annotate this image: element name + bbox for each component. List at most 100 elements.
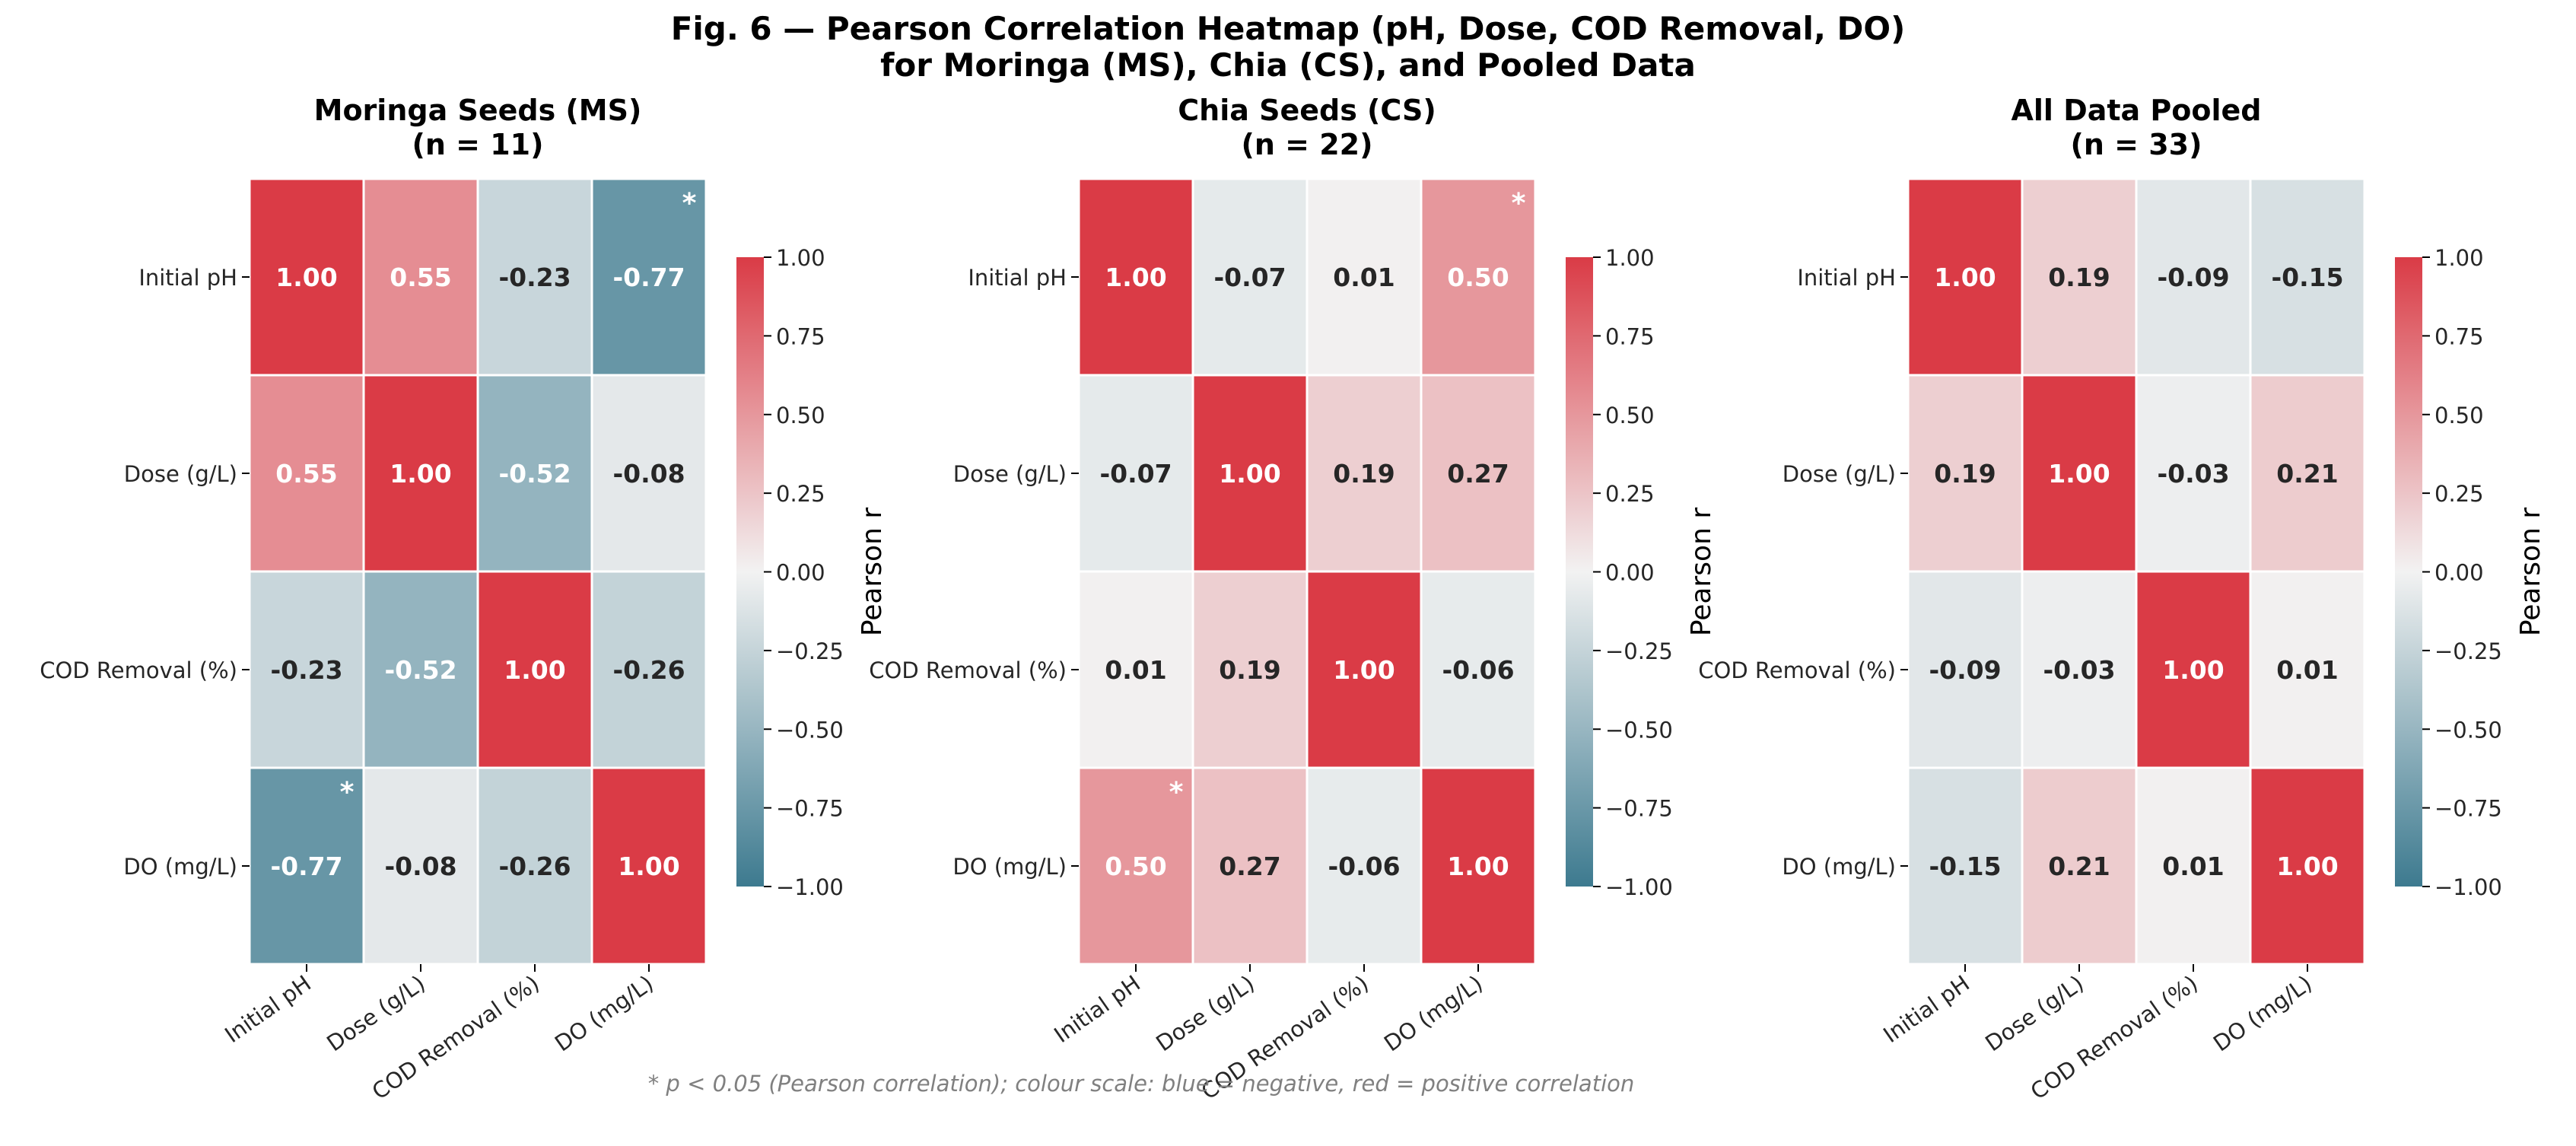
- colorbar-tick-label: 0.75: [1605, 323, 1655, 349]
- y-tick-label: DO (mg/L): [952, 854, 1067, 880]
- colorbar-tick-label: 0.50: [1605, 403, 1655, 428]
- colorbar-tick-label: −0.50: [2434, 717, 2502, 743]
- significance-marker: *: [682, 188, 697, 219]
- cell-value-label: -0.77: [270, 852, 342, 881]
- y-tick-label: Initial pH: [968, 265, 1067, 291]
- heatmap-cell: [1077, 177, 1194, 377]
- y-tick-label: DO (mg/L): [123, 854, 237, 880]
- colorbar-tick-label: −1.00: [2434, 874, 2502, 900]
- cell-value-label: 1.00: [1934, 263, 1996, 292]
- panel-title: Moringa Seeds (MS): [314, 94, 642, 127]
- heatmap-cell: [362, 374, 479, 573]
- cell-value-label: 0.50: [1447, 263, 1509, 292]
- cell-value-label: 0.01: [1333, 263, 1395, 292]
- heatmap-cell: [590, 766, 708, 966]
- cell-value-label: 0.01: [1105, 655, 1166, 685]
- colorbar-tick-label: 0.25: [1605, 481, 1655, 507]
- x-tick-label: Initial pH: [1049, 970, 1145, 1048]
- cell-value-label: -0.08: [612, 459, 685, 489]
- heatmap-cell: [1077, 570, 1194, 769]
- heatmap-cell: [2021, 766, 2138, 966]
- cell-value-label: 1.00: [1333, 655, 1395, 685]
- heatmap-cell: [2135, 766, 2252, 966]
- cell-value-label: 1.00: [504, 655, 565, 685]
- cell-value-label: 0.19: [1934, 459, 1996, 489]
- cell-value-label: -0.09: [2157, 263, 2229, 292]
- x-tick-label: DO (mg/L): [1379, 970, 1487, 1057]
- colorbar: [736, 257, 764, 887]
- cell-value-label: -0.07: [1099, 459, 1172, 489]
- y-tick-label: Dose (g/L): [1783, 461, 1896, 487]
- colorbar-tick-label: −1.00: [1605, 874, 1673, 900]
- significance-marker: *: [1512, 188, 1526, 219]
- cell-value-label: -0.06: [1328, 852, 1400, 881]
- heatmap-cell: [590, 570, 708, 769]
- cell-value-label: -0.52: [384, 655, 456, 685]
- cell-value-label: -0.03: [2157, 459, 2229, 489]
- y-tick-label: Dose (g/L): [124, 461, 237, 487]
- cell-value-label: -0.77: [612, 263, 685, 292]
- colorbar-tick-label: 0.00: [1605, 560, 1655, 586]
- heatmap-cell: [248, 177, 365, 377]
- cell-value-label: 1.00: [2162, 655, 2224, 685]
- cell-value-label: -0.26: [612, 655, 685, 685]
- significance-marker: *: [1169, 777, 1184, 808]
- y-tick-label: COD Removal (%): [40, 657, 237, 683]
- colorbar-tick-label: 1.00: [1605, 245, 1655, 271]
- cell-value-label: -0.23: [270, 655, 342, 685]
- cell-value-label: 1.00: [390, 459, 451, 489]
- colorbar-tick-label: −0.50: [1605, 717, 1673, 743]
- colorbar-tick-label: 1.00: [776, 245, 825, 271]
- cell-value-label: 0.19: [1219, 655, 1280, 685]
- heatmap-panels: Moringa Seeds (MS)(n = 11) 1.00 0.55 -0.23 -…: [40, 94, 2546, 1105]
- cell-value-label: 0.27: [1219, 852, 1280, 881]
- cell-value-label: -0.52: [498, 459, 571, 489]
- cell-value-label: 1.00: [2048, 459, 2110, 489]
- cell-value-label: -0.15: [2271, 263, 2343, 292]
- cell-value-label: -0.09: [1929, 655, 2001, 685]
- figure-title-line2: for Moringa (MS), Chia (CS), and Pooled …: [880, 46, 1696, 84]
- colorbar-label: Pearson r: [1686, 508, 1717, 636]
- colorbar-tick-label: 0.00: [2434, 560, 2484, 586]
- cell-value-label: -0.26: [498, 852, 571, 881]
- colorbar-tick-label: 0.75: [776, 323, 825, 349]
- heatmap-cell: [1305, 570, 1423, 769]
- cell-value-label: 0.27: [1447, 459, 1509, 489]
- colorbar-tick-label: −0.50: [776, 717, 844, 743]
- colorbar-tick-label: 1.00: [2434, 245, 2484, 271]
- heatmap-cell: [2021, 570, 2138, 769]
- panel-subtitle: (n = 22): [1242, 128, 1373, 161]
- y-tick-label: Initial pH: [1797, 265, 1896, 291]
- x-tick-label: DO (mg/L): [550, 970, 658, 1057]
- cell-value-label: 0.50: [1105, 852, 1166, 881]
- y-tick-label: Dose (g/L): [953, 461, 1067, 487]
- heatmap-cell: [590, 374, 708, 573]
- x-tick-label: Dose (g/L): [322, 970, 430, 1056]
- cell-value-label: 0.19: [2048, 263, 2110, 292]
- heatmap-cell: [2249, 570, 2366, 769]
- colorbar-tick-label: 0.75: [2434, 323, 2484, 349]
- y-tick-label: COD Removal (%): [1698, 657, 1896, 683]
- heatmap-cell: [362, 570, 479, 769]
- colorbar-label: Pearson r: [2515, 508, 2546, 636]
- cell-value-label: 1.00: [1105, 263, 1166, 292]
- y-tick-label: COD Removal (%): [869, 657, 1067, 683]
- x-tick-label: DO (mg/L): [2209, 970, 2317, 1057]
- heatmap-cell: [590, 177, 708, 377]
- heatmap-cell: [1420, 570, 1537, 769]
- panel-subtitle: (n = 33): [2071, 128, 2202, 161]
- cell-value-label: 0.01: [2276, 655, 2338, 685]
- cell-value-label: 0.01: [2162, 852, 2224, 881]
- cell-value-label: -0.23: [498, 263, 571, 292]
- cell-value-label: 0.21: [2048, 852, 2110, 881]
- heatmap-cell: [1191, 177, 1309, 377]
- colorbar: [2395, 257, 2422, 887]
- colorbar-tick-label: −0.75: [1605, 796, 1673, 822]
- colorbar: [1566, 257, 1593, 887]
- colorbar-label: Pearson r: [857, 508, 888, 636]
- cell-value-label: 1.00: [1447, 852, 1509, 881]
- colorbar-tick-label: 0.25: [2434, 481, 2484, 507]
- colorbar-tick-label: 0.00: [776, 560, 825, 586]
- cell-value-label: 1.00: [275, 263, 337, 292]
